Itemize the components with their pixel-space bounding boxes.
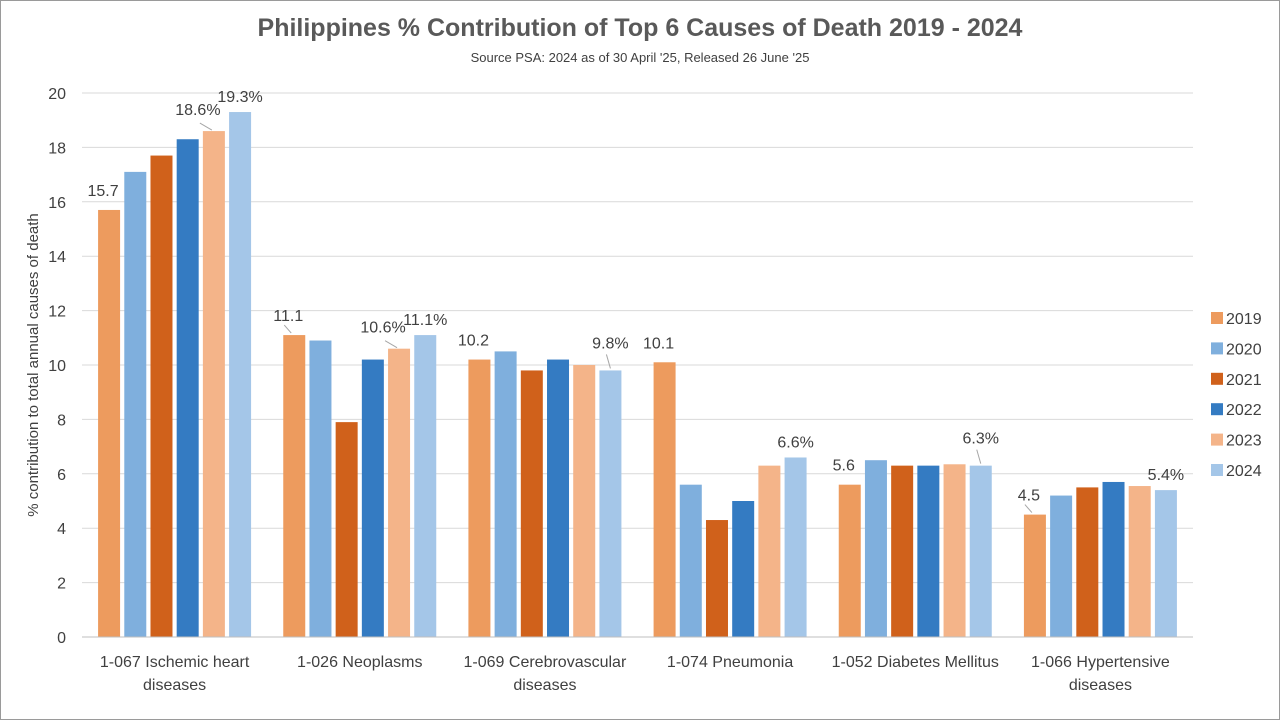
y-tick-label: 4 [57, 521, 66, 538]
y-tick-label: 0 [57, 630, 66, 647]
data-label-leader [1024, 504, 1033, 513]
bar-2024-cat-3 [784, 457, 807, 637]
bar-2020-cat-0 [124, 171, 147, 637]
bar-2020-cat-1 [309, 340, 332, 637]
data-label: 6.3% [963, 431, 999, 448]
bar-2024-cat-2 [599, 370, 622, 637]
data-label: 11.1 [273, 308, 303, 325]
data-label-leader [384, 340, 398, 349]
category-label: 1-066 Hypertensive [1031, 654, 1170, 671]
y-tick-label: 14 [48, 249, 66, 266]
bar-2022-cat-0 [176, 139, 199, 638]
y-tick-label: 20 [48, 86, 66, 103]
bar-2020-cat-4 [864, 460, 887, 637]
data-label: 10.1 [643, 335, 674, 352]
data-label-leader [199, 122, 213, 131]
legend-label: 2021 [1226, 372, 1262, 389]
legend-label: 2024 [1226, 463, 1262, 480]
bar-2023-cat-4 [943, 464, 966, 637]
bar-2023-cat-3 [758, 465, 781, 637]
bar-2024-cat-4 [969, 465, 992, 637]
y-tick-label: 18 [48, 140, 66, 157]
bar-2022-cat-4 [917, 465, 940, 637]
bar-2022-cat-3 [732, 501, 755, 637]
data-label: 10.6% [360, 320, 405, 337]
data-label: 4.5 [1018, 488, 1040, 505]
category-label: 1-052 Diabetes Mellitus [832, 654, 999, 671]
bar-2019-cat-3 [653, 362, 676, 637]
data-label: 11.1% [403, 312, 447, 329]
legend-label: 2020 [1226, 341, 1262, 358]
bar-2021-cat-0 [150, 155, 173, 637]
bar-2022-cat-5 [1102, 481, 1125, 637]
bar-2020-cat-3 [679, 484, 702, 637]
bar-2019-cat-1 [283, 335, 306, 637]
category-label: diseases [143, 677, 206, 694]
bar-2021-cat-1 [335, 422, 358, 637]
bar-2022-cat-2 [547, 359, 570, 637]
data-label: 15.7 [88, 183, 119, 200]
bar-2022-cat-1 [361, 359, 384, 637]
data-label: 6.6% [777, 434, 813, 451]
legend-swatch-2020 [1211, 342, 1223, 355]
category-label: 1-026 Neoplasms [297, 654, 422, 671]
bar-2024-cat-0 [229, 112, 252, 638]
legend-swatch-2021 [1211, 372, 1223, 385]
y-tick-label: 6 [57, 467, 66, 484]
legend-swatch-2023 [1211, 433, 1223, 446]
bar-2019-cat-2 [468, 359, 491, 637]
data-label: 18.6% [175, 102, 220, 119]
bar-2019-cat-4 [838, 484, 861, 637]
y-tick-label: 12 [48, 304, 66, 321]
bar-2023-cat-1 [388, 348, 411, 637]
legend-swatch-2022 [1211, 403, 1223, 416]
legend-label: 2023 [1226, 433, 1262, 450]
data-label: 5.4% [1148, 467, 1184, 484]
bar-2023-cat-0 [202, 131, 225, 637]
category-label: 1-074 Pneumonia [667, 654, 793, 671]
bar-2019-cat-5 [1023, 514, 1046, 637]
legend-label: 2019 [1226, 311, 1262, 328]
category-label: 1-069 Cerebrovascular [464, 654, 627, 671]
bar-2020-cat-5 [1050, 495, 1073, 637]
y-tick-label: 8 [57, 412, 66, 429]
data-label: 19.3% [217, 89, 262, 106]
bar-2020-cat-2 [494, 351, 517, 637]
bar-2023-cat-2 [573, 365, 596, 637]
bar-2021-cat-3 [705, 520, 728, 637]
bar-2021-cat-2 [520, 370, 543, 637]
legend-swatch-2024 [1211, 464, 1223, 476]
y-tick-label: 10 [48, 358, 66, 375]
data-label-leader [605, 354, 611, 369]
y-tick-label: 16 [48, 195, 66, 212]
bar-2021-cat-4 [891, 465, 914, 637]
legend-swatch-2019 [1211, 312, 1223, 324]
y-tick-label: 2 [57, 576, 66, 593]
data-label-leader [283, 324, 292, 334]
category-label: diseases [1069, 677, 1132, 694]
y-axis-title: % contribution to total annual causes of… [25, 213, 42, 517]
category-label: 1-067 Ischemic heart [100, 654, 250, 671]
bar-2024-cat-5 [1154, 490, 1177, 637]
category-label: diseases [513, 677, 576, 694]
chart-subtitle: Source PSA: 2024 as of 30 April '25, Rel… [470, 50, 810, 65]
bar-2023-cat-5 [1128, 486, 1151, 637]
data-label: 10.2 [458, 333, 489, 350]
chart-title: Philippines % Contribution of Top 6 Caus… [257, 14, 1023, 42]
legend-label: 2022 [1226, 402, 1262, 419]
data-label: 9.8% [592, 335, 628, 352]
data-label: 5.6 [833, 458, 855, 475]
data-label-leader [976, 449, 982, 464]
bar-2019-cat-0 [98, 209, 121, 637]
bar-2024-cat-1 [414, 335, 437, 637]
bar-2021-cat-5 [1076, 487, 1099, 637]
